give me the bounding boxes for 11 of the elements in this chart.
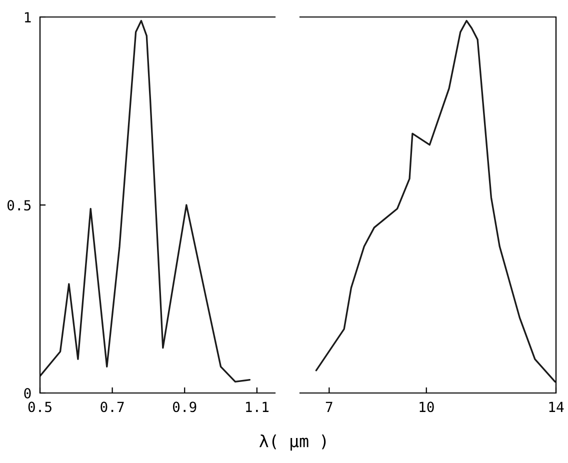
y-tick-label: 1 — [24, 12, 31, 22]
x-tick-label: 0.9 — [172, 402, 196, 412]
x-axis-title: λ( μm ) — [259, 434, 326, 451]
x-tick-label: 0.7 — [100, 402, 124, 412]
x-tick-label: 7 — [326, 402, 332, 412]
x-tick-label: 14 — [549, 402, 564, 412]
line-series — [40, 20, 251, 383]
y-tick-label: 0 — [24, 388, 31, 399]
x-tick-label: 10 — [420, 402, 434, 412]
y-tick-label: 0.5 — [7, 200, 31, 211]
x-tick-label: 1.1 — [246, 402, 269, 412]
